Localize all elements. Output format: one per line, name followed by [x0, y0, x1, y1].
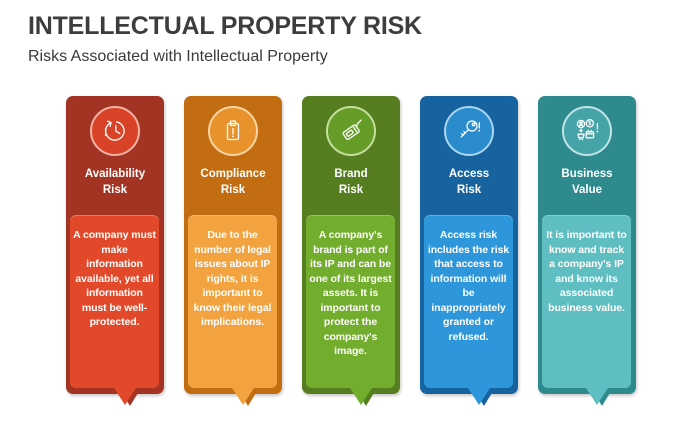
bubble-tail [232, 388, 254, 405]
page-subtitle: Risks Associated with Intellectual Prope… [28, 48, 328, 65]
card-title: Access Risk [420, 166, 518, 198]
svg-text:$: $ [588, 121, 591, 127]
card-title-line1: Business [561, 168, 613, 180]
risk-cards-row: Availability Risk A company must make in… [66, 96, 636, 406]
risk-card-business-value: $ Business Value It is important to know… [538, 96, 636, 406]
business-value-icon: $ [576, 119, 599, 141]
icon-circle [326, 106, 376, 156]
key-exclamation-icon [460, 120, 481, 138]
icon-circle [208, 106, 258, 156]
history-clock-icon [104, 120, 125, 141]
risk-card-compliance: Compliance Risk Due to the number of leg… [184, 96, 282, 406]
card-title-line2: Risk [338, 184, 364, 196]
description-bubble: Due to the number of legal issues about … [188, 215, 277, 388]
icon-circle [444, 106, 494, 156]
icon-circle: $ [562, 106, 612, 156]
header: INTELLECTUAL PROPERTY RISK Risks Associa… [28, 12, 422, 66]
card-description: Access risk includes the risk that acces… [427, 229, 510, 343]
card-title-line1: Availability [84, 168, 146, 180]
bubble-tail [114, 388, 136, 405]
description-bubble: It is important to know and track a comp… [542, 215, 631, 388]
risk-card-access: Access Risk Access risk includes the ris… [420, 96, 518, 406]
card-title-line2: Risk [102, 184, 128, 196]
card-title: Compliance Risk [184, 166, 282, 198]
page-title: INTELLECTUAL PROPERTY RISK [28, 12, 422, 40]
card-title: Business Value [538, 166, 636, 198]
card-title-line1: Access [448, 168, 490, 180]
card-description: Due to the number of legal issues about … [193, 229, 272, 328]
card-title-line2: Risk [220, 184, 246, 196]
description-bubble: A company's brand is part of its IP and … [306, 215, 395, 388]
icon-circle [90, 106, 140, 156]
risk-card-brand: Brand Risk A company's brand is part of … [302, 96, 400, 406]
bubble-tail [350, 388, 372, 405]
risk-card-availability: Availability Risk A company must make in… [66, 96, 164, 406]
card-title-line2: Value [571, 184, 603, 196]
card-title-line1: Compliance [200, 168, 266, 180]
description-bubble: A company must make information availabl… [70, 215, 159, 388]
card-description: A company must make information availabl… [73, 229, 156, 328]
card-description: It is important to know and track a comp… [546, 229, 627, 314]
card-description: A company's brand is part of its IP and … [309, 229, 392, 357]
price-tag-icon [342, 119, 362, 141]
card-title: Brand Risk [302, 166, 400, 198]
bubble-tail [468, 388, 490, 405]
description-bubble: Access risk includes the risk that acces… [424, 215, 513, 388]
bubble-tail [586, 388, 608, 405]
clipboard-exclamation-icon [226, 120, 240, 141]
card-title: Availability Risk [66, 166, 164, 198]
card-title-line1: Brand [334, 168, 368, 180]
card-title-line2: Risk [456, 184, 482, 196]
